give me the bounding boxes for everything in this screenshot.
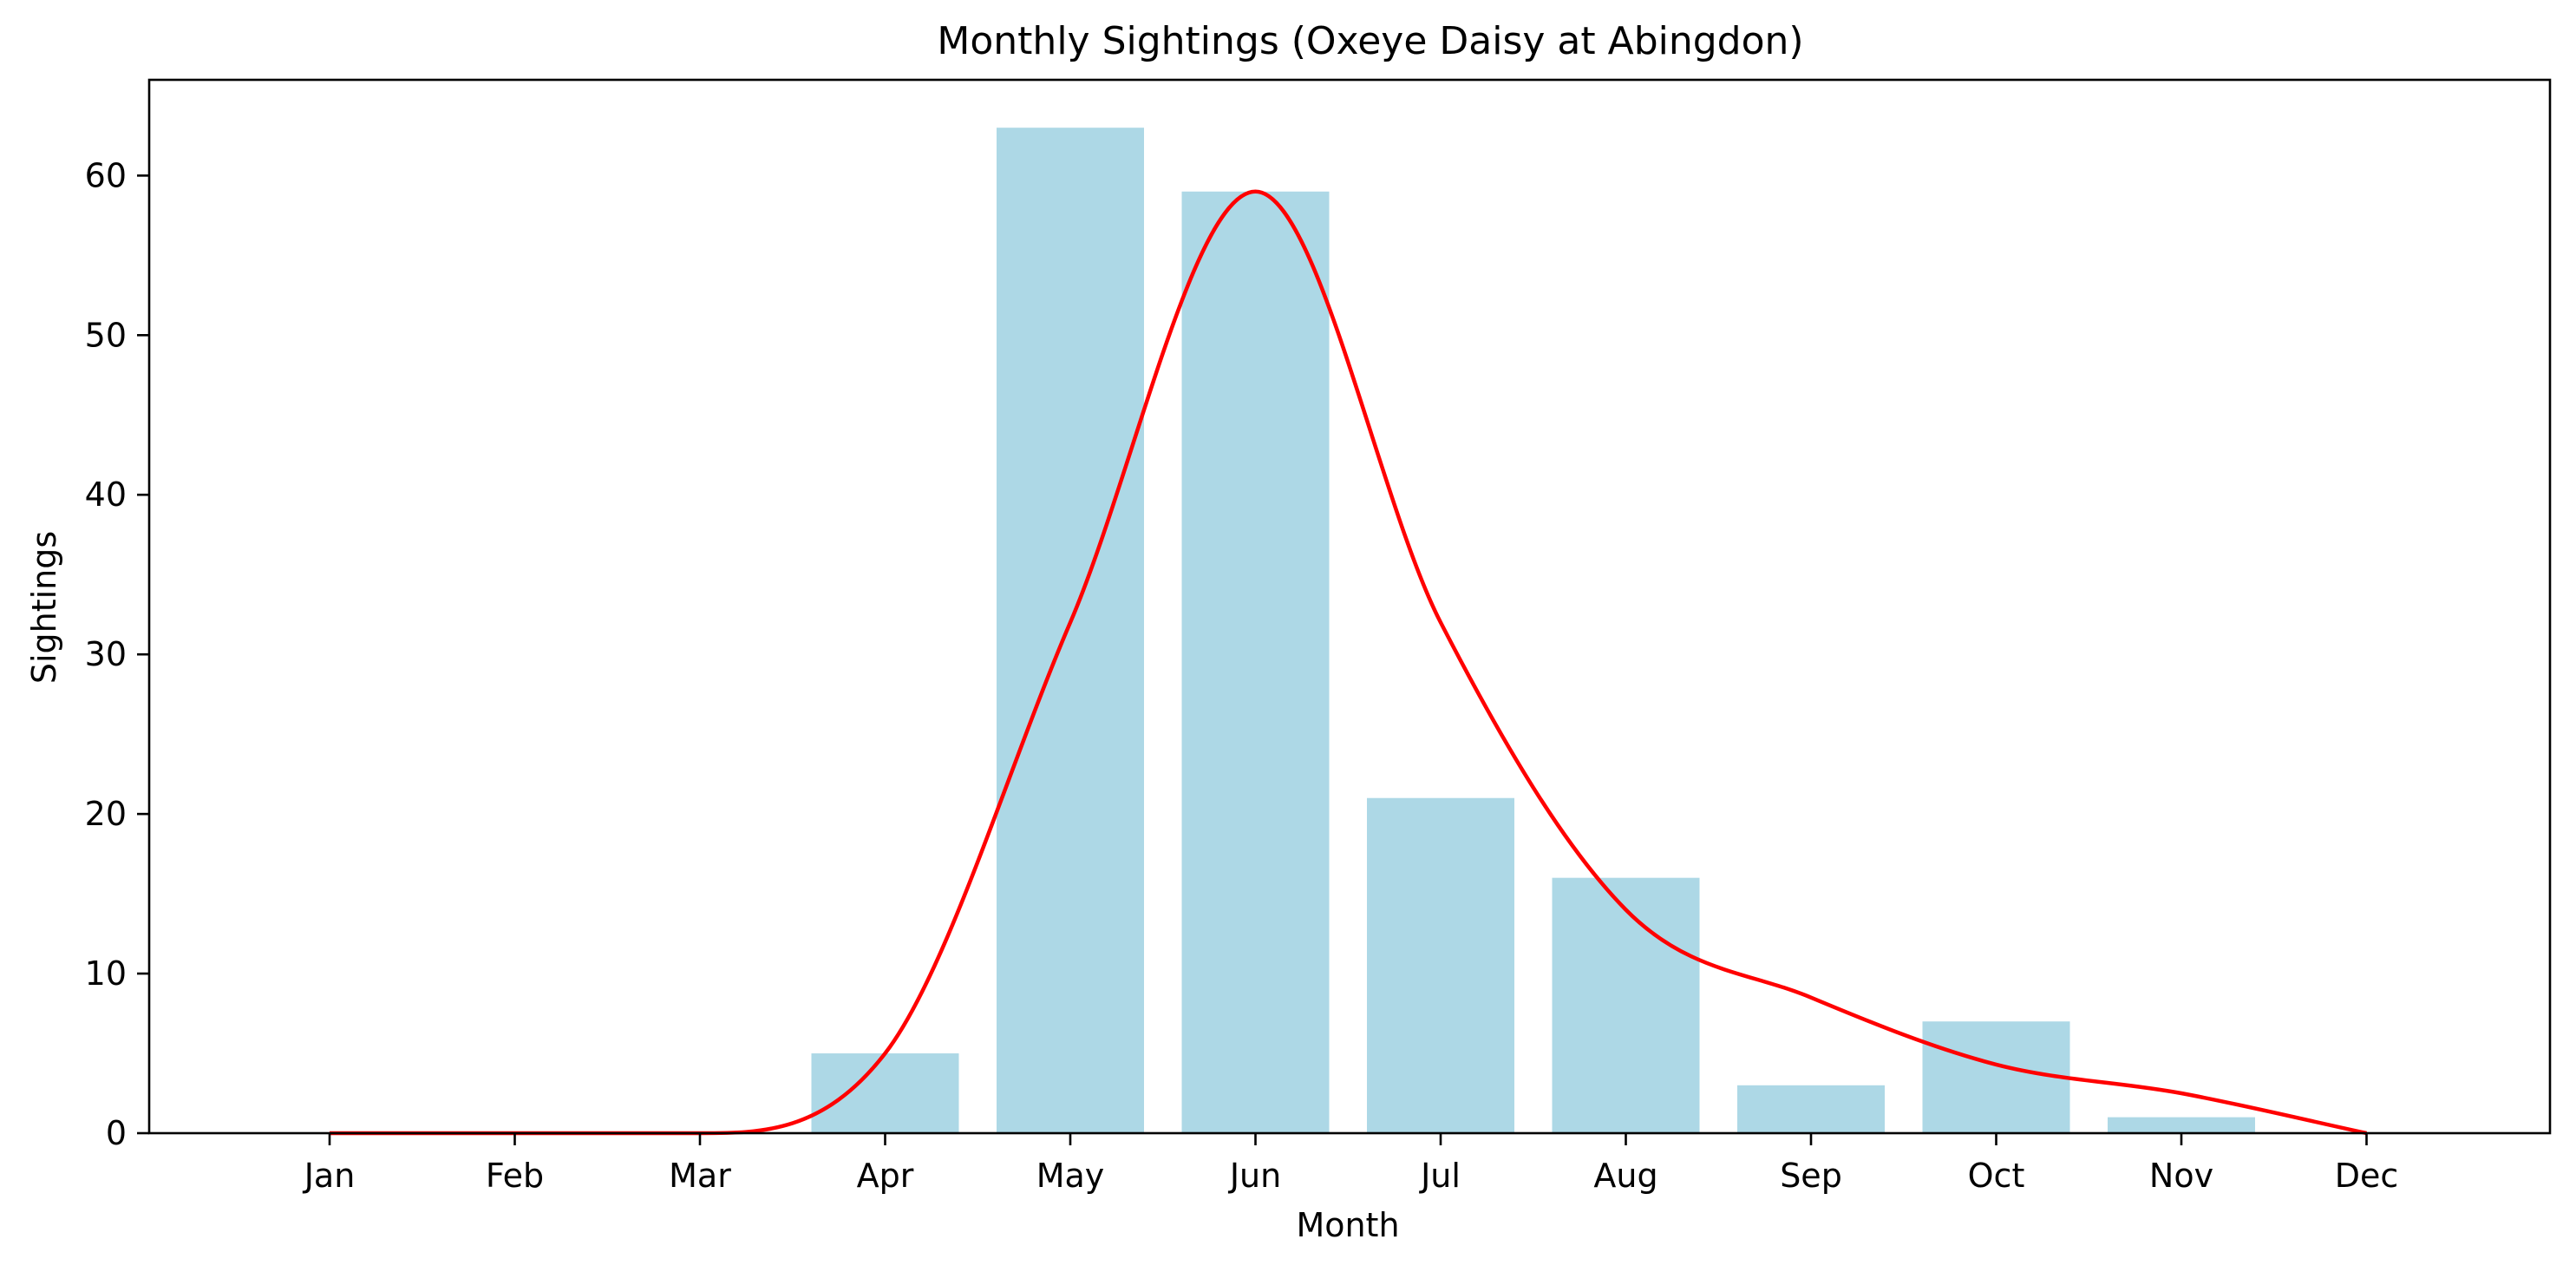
x-tick-label-sep: Sep bbox=[1780, 1157, 1842, 1195]
bar-may bbox=[997, 128, 1144, 1133]
bar-jul bbox=[1367, 797, 1514, 1133]
x-axis: Jan Feb Mar Apr May Jun Jul Aug Sep Oct Nov Dec bbox=[303, 1133, 2399, 1195]
y-tick-label: 50 bbox=[85, 316, 127, 354]
bar-apr bbox=[811, 1053, 959, 1133]
x-tick-label-jun: Jun bbox=[1228, 1157, 1281, 1195]
x-tick-label-may: May bbox=[1036, 1157, 1105, 1195]
bar-nov bbox=[2108, 1117, 2255, 1133]
bar-jun bbox=[1181, 191, 1330, 1133]
plot-frame bbox=[147, 78, 2552, 1135]
x-tick-label-apr: Apr bbox=[857, 1157, 914, 1195]
x-tick-label-aug: Aug bbox=[1593, 1157, 1657, 1195]
y-tick-label: 0 bbox=[106, 1114, 127, 1152]
chart-title: Monthly Sightings (Oxeye Daisy at Abingd… bbox=[937, 19, 1803, 63]
bar-aug bbox=[1552, 877, 1700, 1133]
y-axis: 0 10 20 30 40 50 60 bbox=[85, 156, 149, 1152]
bar-oct bbox=[1922, 1021, 2070, 1133]
x-tick-label-nov: Nov bbox=[2149, 1157, 2213, 1195]
y-tick-label: 30 bbox=[85, 635, 127, 673]
y-tick-label: 20 bbox=[85, 795, 127, 833]
y-tick-label: 60 bbox=[85, 156, 127, 194]
trend-line bbox=[330, 189, 2367, 1136]
bar-group bbox=[811, 128, 2255, 1133]
y-tick-label: 40 bbox=[85, 475, 127, 514]
y-tick-label: 10 bbox=[85, 954, 127, 993]
bar-sep bbox=[1737, 1085, 1885, 1133]
x-tick-label-jul: Jul bbox=[1419, 1157, 1461, 1195]
x-tick-label-dec: Dec bbox=[2335, 1157, 2399, 1195]
trend-line-group bbox=[330, 189, 2367, 1136]
x-tick-label-feb: Feb bbox=[486, 1157, 544, 1195]
x-tick-label-mar: Mar bbox=[669, 1157, 731, 1195]
x-axis-label: Month bbox=[1296, 1206, 1399, 1244]
y-axis-label: Sightings bbox=[25, 531, 63, 684]
x-tick-label-jan: Jan bbox=[303, 1157, 356, 1195]
x-tick-label-oct: Oct bbox=[1968, 1157, 2025, 1195]
